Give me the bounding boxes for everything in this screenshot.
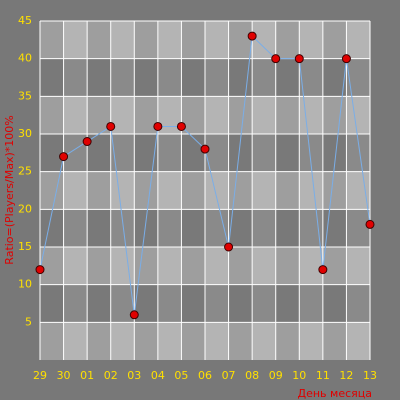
- point: [82, 137, 92, 147]
- point: [224, 242, 234, 252]
- y-axis-label: Ratio=(Players/Max)*100%: [3, 115, 16, 264]
- point: [176, 121, 186, 131]
- x-tick-label: 09: [269, 369, 283, 382]
- column-band: [181, 21, 205, 360]
- y-tick-label: 10: [18, 278, 32, 291]
- y-tick-label: 30: [18, 127, 32, 140]
- x-axis-label: День месяца: [298, 387, 373, 400]
- y-tick-label: 40: [18, 52, 32, 65]
- x-tick-label: 30: [57, 369, 71, 382]
- x-tick-label: 07: [222, 369, 236, 382]
- y-tick-label: 25: [18, 165, 32, 178]
- column-band: [40, 21, 64, 360]
- x-tick-label: 29: [33, 369, 47, 382]
- point: [153, 121, 163, 131]
- y-tick-label: 45: [18, 14, 32, 27]
- point: [200, 144, 210, 154]
- point: [365, 219, 375, 229]
- column-band: [134, 21, 158, 360]
- point: [59, 152, 69, 162]
- point: [247, 31, 257, 41]
- plot-area: [35, 20, 375, 360]
- y-tick-label: 5: [25, 315, 32, 328]
- x-tick-label: 02: [104, 369, 118, 382]
- x-tick-label: 01: [80, 369, 94, 382]
- column-band: [275, 21, 300, 360]
- x-tick-label: 12: [339, 369, 353, 382]
- x-tick-label: 08: [245, 369, 259, 382]
- point: [318, 265, 328, 275]
- y-tick-label: 20: [18, 202, 32, 215]
- column-band: [87, 21, 111, 360]
- point: [106, 121, 116, 131]
- x-tick-label: 13: [363, 369, 377, 382]
- x-tick-label: 03: [127, 369, 141, 382]
- y-tick-label: 35: [18, 89, 32, 102]
- point: [129, 310, 139, 320]
- point: [294, 54, 304, 64]
- y-tick-label: 15: [18, 240, 32, 253]
- point: [271, 54, 281, 64]
- x-tick-label: 10: [292, 369, 306, 382]
- x-tick-label: 11: [316, 369, 330, 382]
- column-band: [322, 21, 347, 360]
- x-tick-label: 05: [174, 369, 188, 382]
- x-tick-label: 06: [198, 369, 212, 382]
- x-tick-label: 04: [151, 369, 165, 382]
- column-band: [228, 21, 253, 360]
- point: [35, 265, 45, 275]
- point: [341, 54, 351, 64]
